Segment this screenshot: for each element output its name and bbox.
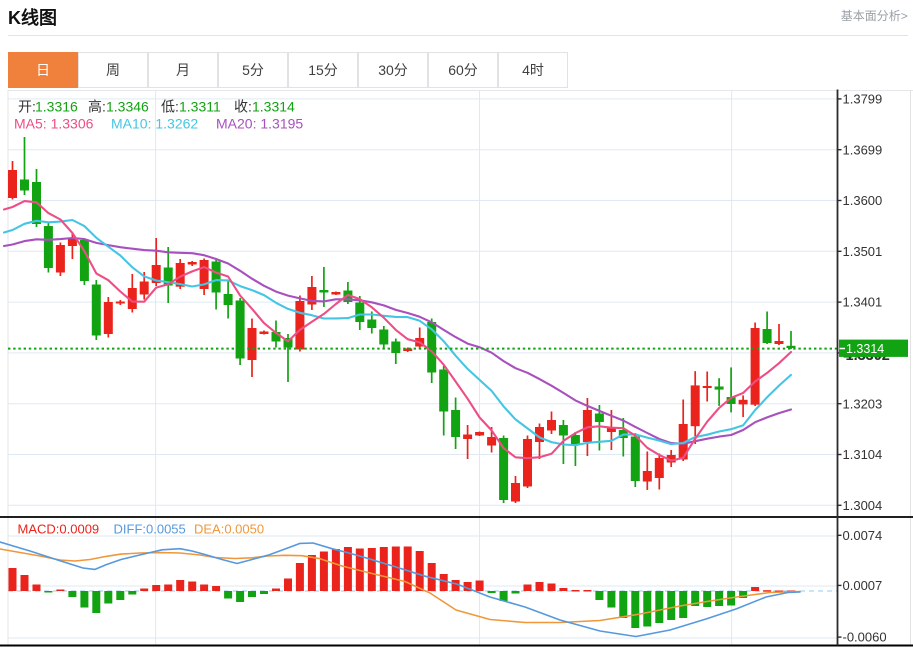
svg-text:0.0074: 0.0074 [843, 528, 883, 543]
svg-text:MACD:0.0009: MACD:0.0009 [18, 522, 100, 537]
svg-text:1.3799: 1.3799 [843, 92, 883, 107]
svg-text:MA20: 1.3195: MA20: 1.3195 [216, 116, 303, 132]
svg-text:0.0007: 0.0007 [843, 578, 883, 593]
svg-text:1.3104: 1.3104 [843, 447, 883, 462]
svg-text:-0.0060: -0.0060 [843, 630, 887, 645]
svg-text:1.3401: 1.3401 [843, 295, 883, 310]
svg-text:MA10: 1.3262: MA10: 1.3262 [111, 116, 198, 132]
svg-text:1.3314: 1.3314 [846, 342, 884, 356]
svg-text:1.3004: 1.3004 [843, 498, 883, 513]
svg-text:低:: 低: [161, 99, 179, 115]
svg-text:DIFF:0.0055: DIFF:0.0055 [114, 522, 186, 537]
svg-text:1.3203: 1.3203 [843, 396, 883, 411]
svg-text:1.3501: 1.3501 [843, 244, 883, 259]
svg-text:高:: 高: [88, 99, 106, 115]
svg-text:1.3699: 1.3699 [843, 142, 883, 157]
svg-text:1.3600: 1.3600 [843, 193, 883, 208]
svg-text:1.3311: 1.3311 [179, 99, 221, 115]
svg-text:收:: 收: [234, 99, 252, 115]
svg-text:1.3346: 1.3346 [106, 99, 149, 115]
svg-text:DEA:0.0050: DEA:0.0050 [194, 522, 264, 537]
svg-text:1.3316: 1.3316 [35, 99, 78, 115]
svg-text:MA5: 1.3306: MA5: 1.3306 [14, 116, 94, 132]
svg-text:1.3314: 1.3314 [252, 99, 295, 115]
svg-text:开:: 开: [18, 99, 36, 115]
